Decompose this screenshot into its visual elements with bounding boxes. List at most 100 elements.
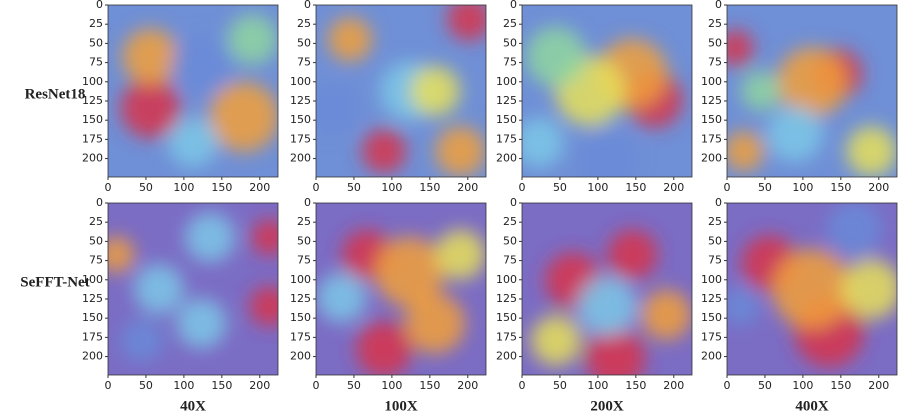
y-tick-label: 0 xyxy=(304,0,311,11)
axes-frame xyxy=(107,202,279,376)
column-label: 40X xyxy=(180,398,206,414)
x-tick-label: 50 xyxy=(347,181,361,194)
y-tick-label: 50 xyxy=(89,36,103,49)
heatmap-image xyxy=(522,5,692,177)
y-tick-label: 75 xyxy=(708,56,722,69)
y-tick-label: 100 xyxy=(496,75,517,88)
y-tick-label: 150 xyxy=(82,311,103,324)
x-tick-label: 200 xyxy=(663,181,684,194)
x-tick-label: 150 xyxy=(625,379,646,392)
y-tick-label: 175 xyxy=(496,330,517,343)
y-tick-label: 25 xyxy=(89,17,103,30)
y-tick-label: 175 xyxy=(290,132,311,145)
y-tick-label: 100 xyxy=(496,273,517,286)
y-tick-label: 50 xyxy=(297,234,311,247)
y-tick-label: 200 xyxy=(290,152,311,165)
y-tick-label: 0 xyxy=(715,196,722,209)
y-tick-label: 50 xyxy=(708,36,722,49)
x-tick-label: 150 xyxy=(830,181,851,194)
y-tick-label: 150 xyxy=(496,311,517,324)
axes-frame xyxy=(107,4,279,178)
x-tick-label: 100 xyxy=(381,181,402,194)
panel: 0 25 50 75 100 125 150 175 200 0 50 100 150 200 xyxy=(701,196,898,392)
x-tick-label: 100 xyxy=(587,379,608,392)
x-tick-label: 0 xyxy=(313,379,320,392)
y-tick-label: 150 xyxy=(701,311,722,324)
x-tick-label: 100 xyxy=(792,181,813,194)
y-tick-label: 25 xyxy=(503,215,517,228)
x-tick-label: 50 xyxy=(347,379,361,392)
y-tick-label: 125 xyxy=(290,94,311,107)
axes-frame xyxy=(726,4,898,178)
x-tick-label: 100 xyxy=(587,181,608,194)
y-tick-label: 125 xyxy=(496,292,517,305)
y-tick-label: 75 xyxy=(89,254,103,267)
y-tick-label: 200 xyxy=(290,350,311,363)
y-tick-label: 125 xyxy=(701,292,722,305)
x-tick-label: 0 xyxy=(313,181,320,194)
x-tick-label: 0 xyxy=(519,181,526,194)
y-tick-label: 50 xyxy=(89,234,103,247)
y-tick-label: 125 xyxy=(290,292,311,305)
y-tick-label: 0 xyxy=(715,0,722,11)
x-tick-label: 50 xyxy=(758,379,772,392)
y-tick-label: 150 xyxy=(290,113,311,126)
x-tick-label: 100 xyxy=(381,379,402,392)
panel: 0 25 50 75 100 125 150 175 200 0 50 100 150 200 xyxy=(290,196,487,392)
y-tick-label: 50 xyxy=(503,36,517,49)
y-tick-label: 25 xyxy=(708,17,722,30)
x-tick-label: 100 xyxy=(173,379,194,392)
x-tick-label: 200 xyxy=(457,379,478,392)
row-label: ResNet18 xyxy=(25,86,86,102)
column-label: 400X xyxy=(795,398,829,414)
y-tick-label: 25 xyxy=(708,215,722,228)
y-tick-label: 200 xyxy=(82,152,103,165)
x-tick-label: 0 xyxy=(105,379,112,392)
heatmap-image xyxy=(108,5,278,177)
y-tick-label: 125 xyxy=(82,94,103,107)
y-tick-label: 200 xyxy=(701,350,722,363)
x-tick-label: 200 xyxy=(457,181,478,194)
x-tick-label: 0 xyxy=(105,181,112,194)
x-tick-label: 200 xyxy=(663,379,684,392)
y-tick-label: 50 xyxy=(503,234,517,247)
x-tick-label: 150 xyxy=(211,181,232,194)
y-tick-label: 75 xyxy=(297,254,311,267)
panel: 0 25 50 75 100 125 150 175 200 0 50 100 150 200 xyxy=(82,196,279,392)
x-tick-label: 0 xyxy=(724,379,731,392)
y-tick-label: 25 xyxy=(297,215,311,228)
y-tick-label: 175 xyxy=(701,132,722,145)
y-tick-label: 50 xyxy=(297,36,311,49)
x-tick-label: 50 xyxy=(139,181,153,194)
x-tick-label: 150 xyxy=(830,379,851,392)
y-tick-label: 100 xyxy=(701,273,722,286)
x-tick-label: 100 xyxy=(173,181,194,194)
y-tick-label: 100 xyxy=(82,273,103,286)
axes-frame xyxy=(315,202,487,376)
y-tick-label: 0 xyxy=(304,196,311,209)
y-tick-label: 75 xyxy=(297,56,311,69)
y-tick-label: 200 xyxy=(496,350,517,363)
y-tick-label: 100 xyxy=(290,75,311,88)
panel: 0 25 50 75 100 125 150 175 200 0 50 100 150 200 xyxy=(496,196,693,392)
heatmap-image xyxy=(316,203,486,375)
y-tick-label: 175 xyxy=(290,330,311,343)
y-tick-label: 175 xyxy=(82,132,103,145)
x-tick-label: 50 xyxy=(553,181,567,194)
y-tick-label: 0 xyxy=(96,196,103,209)
panel: 0 25 50 75 100 125 150 175 200 0 50 100 150 200 xyxy=(290,0,487,194)
column-label: 200X xyxy=(590,398,624,414)
y-tick-label: 25 xyxy=(503,17,517,30)
x-tick-label: 50 xyxy=(553,379,567,392)
y-tick-label: 125 xyxy=(82,292,103,305)
panel: 0 25 50 75 100 125 150 175 200 0 50 100 150 200 xyxy=(82,0,279,194)
y-tick-label: 0 xyxy=(510,196,517,209)
y-tick-label: 150 xyxy=(290,311,311,324)
y-tick-label: 150 xyxy=(82,113,103,126)
heatmap-image xyxy=(727,5,897,177)
y-tick-label: 200 xyxy=(82,350,103,363)
y-tick-label: 175 xyxy=(82,330,103,343)
y-tick-label: 0 xyxy=(96,0,103,11)
axes-frame xyxy=(315,4,487,178)
heatmap-image xyxy=(727,203,897,375)
